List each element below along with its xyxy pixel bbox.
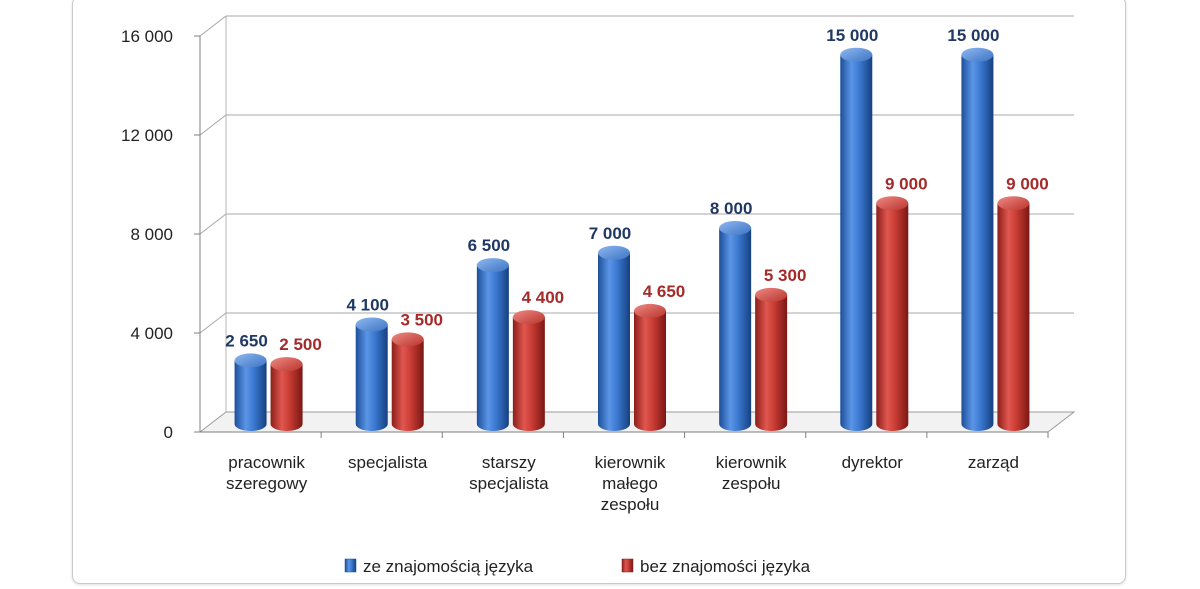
data-label: 9 000 bbox=[1006, 174, 1049, 193]
bar-cap bbox=[876, 196, 909, 211]
legend-swatch-0 bbox=[344, 558, 357, 573]
gridline bbox=[199, 114, 1074, 136]
bar bbox=[634, 303, 666, 431]
x-tick-label: kierownik zespołu bbox=[716, 453, 787, 493]
bar-body bbox=[234, 360, 267, 431]
data-label: 6 500 bbox=[468, 236, 511, 255]
y-tick-label: 8 000 bbox=[130, 225, 173, 244]
bar-body bbox=[598, 252, 630, 431]
bars-layer: 2 650 2 500 4 100 3 500 6 500 4 400 7 000 4 650… bbox=[225, 26, 1049, 431]
bar-body bbox=[755, 294, 788, 431]
bar-cap bbox=[234, 353, 267, 368]
data-label: 4 100 bbox=[346, 296, 389, 315]
bar-cap bbox=[755, 287, 788, 302]
bar-body bbox=[961, 54, 994, 431]
bar-cap bbox=[997, 196, 1030, 211]
gridline bbox=[199, 213, 1074, 235]
legend-swatch-1 bbox=[621, 558, 634, 573]
x-axis: pracownik szeregowy specjalista starszy spec… bbox=[200, 431, 1049, 514]
bar bbox=[997, 196, 1030, 431]
bar-cap bbox=[270, 357, 303, 372]
bar-cap bbox=[719, 221, 752, 235]
bar bbox=[476, 258, 509, 431]
bar-cap bbox=[840, 47, 873, 62]
x-tick-label: specjalista bbox=[348, 453, 428, 472]
x-tick-label: kierownik małego zespołu bbox=[595, 453, 666, 514]
bar-body bbox=[634, 310, 666, 431]
bar bbox=[355, 317, 388, 431]
data-label: 9 000 bbox=[885, 174, 928, 193]
bar-body bbox=[719, 228, 752, 431]
x-tick-label: pracownik szeregowy bbox=[226, 453, 308, 493]
bar-body bbox=[512, 317, 545, 431]
bar-cap bbox=[355, 317, 388, 332]
y-tick-label: 16 000 bbox=[121, 27, 173, 46]
gridline bbox=[199, 312, 1074, 334]
bar bbox=[270, 357, 303, 431]
bar bbox=[234, 353, 267, 431]
bar-cap bbox=[598, 245, 630, 260]
y-axis: 0 4 000 8 000 12 000 16 000 bbox=[121, 27, 201, 442]
data-label: 3 500 bbox=[400, 310, 443, 329]
bar-cap bbox=[476, 258, 509, 273]
bar-body bbox=[476, 265, 509, 431]
data-label: 15 000 bbox=[826, 26, 878, 45]
data-label: 5 300 bbox=[764, 266, 807, 285]
bar bbox=[719, 221, 752, 431]
x-tick-label: zarząd bbox=[968, 453, 1019, 472]
bar bbox=[391, 332, 424, 431]
bar-body bbox=[876, 203, 909, 431]
bar bbox=[598, 245, 630, 431]
data-label: 4 400 bbox=[522, 288, 565, 307]
bar-body bbox=[391, 339, 424, 431]
bar-body bbox=[355, 324, 388, 431]
x-tick-label: dyrektor bbox=[842, 453, 904, 472]
bar-cap bbox=[512, 310, 545, 325]
legend: ze znajomością języka bez znajomości jęz… bbox=[344, 557, 811, 576]
bar-body bbox=[840, 54, 873, 431]
legend-label-0: ze znajomością języka bbox=[363, 557, 534, 576]
bar bbox=[876, 196, 909, 431]
legend-label-1: bez znajomości języka bbox=[640, 557, 811, 576]
bar bbox=[755, 287, 788, 431]
data-label: 2 650 bbox=[225, 331, 268, 350]
bar-body bbox=[997, 203, 1030, 431]
bar bbox=[961, 47, 994, 431]
bar bbox=[512, 310, 545, 431]
gridline bbox=[199, 15, 1074, 37]
x-tick-label: starszy specjalista bbox=[469, 453, 549, 493]
data-label: 2 500 bbox=[279, 335, 322, 354]
y-tick-label: 4 000 bbox=[130, 324, 173, 343]
bar-cap bbox=[391, 332, 424, 347]
bar-cap bbox=[961, 47, 994, 62]
bar-cap bbox=[634, 303, 666, 318]
y-tick-label: 0 bbox=[164, 423, 173, 442]
y-tick-label: 12 000 bbox=[121, 126, 173, 145]
data-label: 7 000 bbox=[589, 224, 632, 243]
data-label: 8 000 bbox=[710, 199, 753, 218]
data-label: 4 650 bbox=[643, 282, 686, 301]
data-label: 15 000 bbox=[947, 26, 999, 45]
bar-body bbox=[270, 364, 303, 431]
bar bbox=[840, 47, 873, 431]
